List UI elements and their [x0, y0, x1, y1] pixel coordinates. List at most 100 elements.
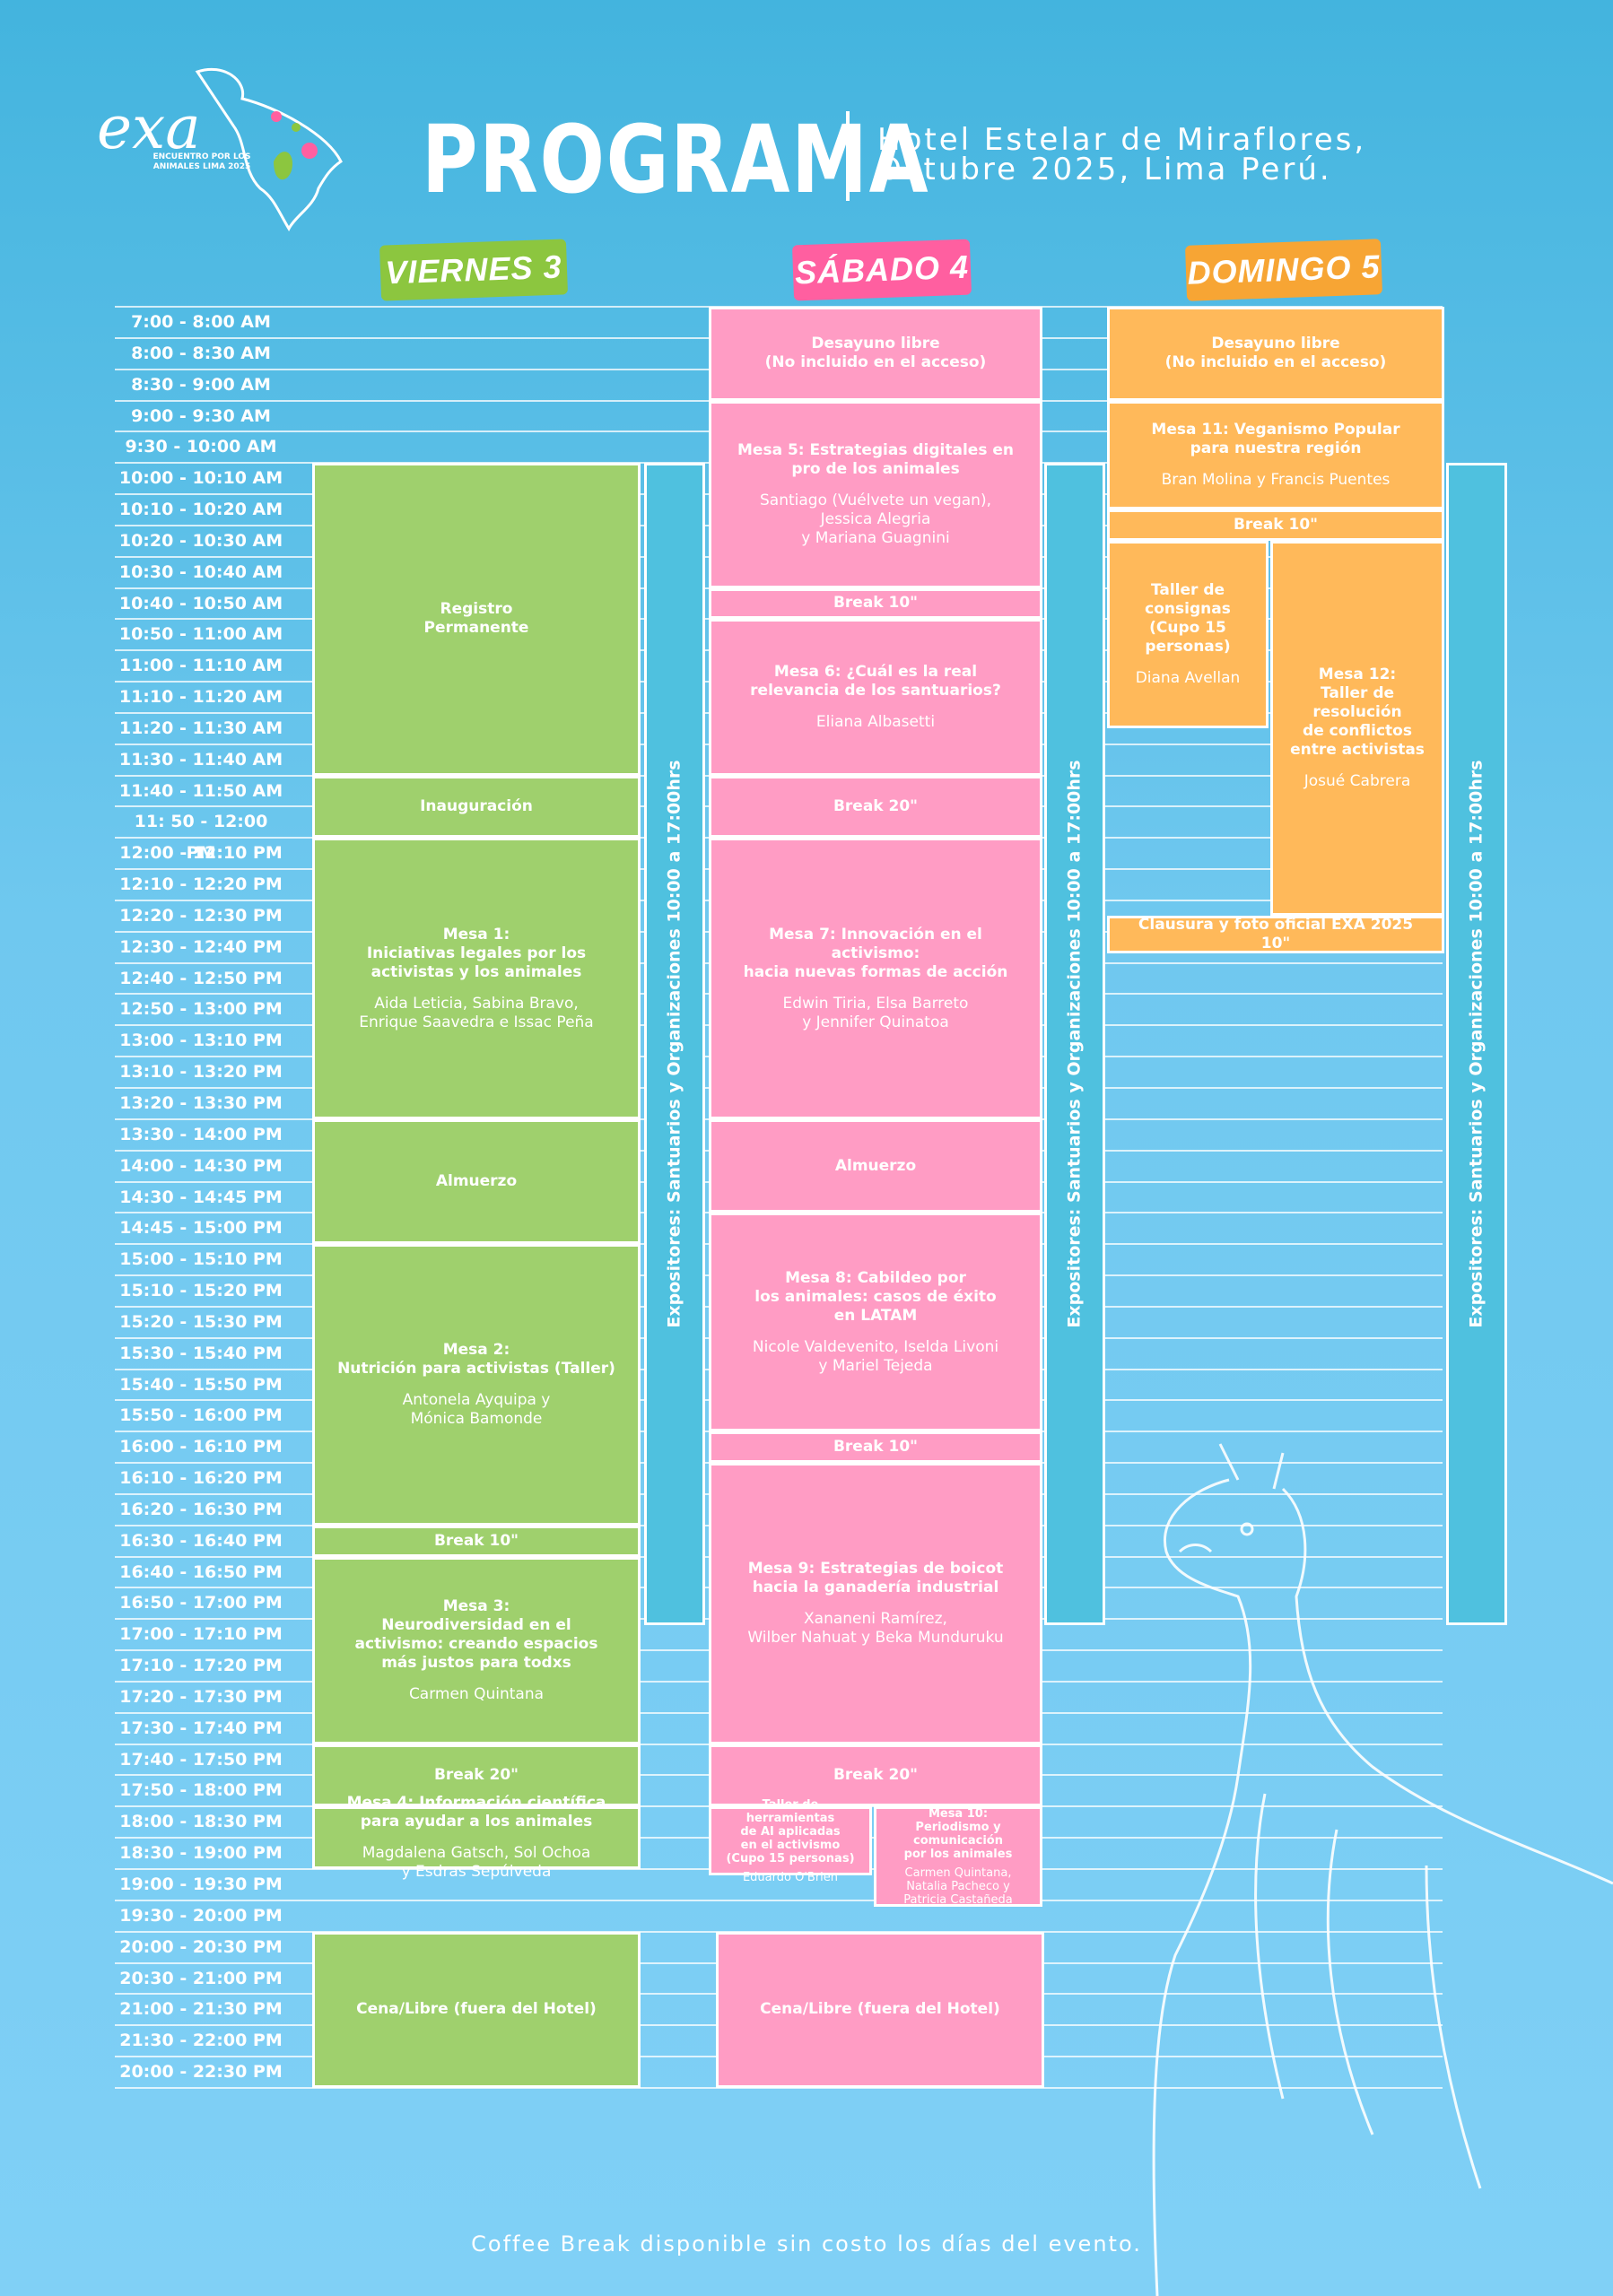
saturday-session-block: Almuerzo [709, 1118, 1042, 1213]
session-title: Taller de consignas (Cupo 15 personas) [1145, 581, 1231, 657]
time-slot-label: 13:30 - 14:00 PM [119, 1124, 283, 1144]
logo [90, 63, 350, 233]
day-tag-viernes: VIERNES 3 [379, 239, 569, 301]
session-title: Desayuno libre (No incluido en el acceso… [1164, 335, 1387, 372]
saturday-session-block: Break 10" [709, 1431, 1042, 1464]
time-slot-label: 16:30 - 16:40 PM [119, 1530, 283, 1551]
time-slot-label: 12:00 - 12:10 PM [119, 843, 283, 864]
session-speakers: Antonela Ayquipa y Mónica Bamonde [402, 1390, 551, 1428]
exhibitors-label: Expositores: Santuarios y Organizaciones… [1065, 760, 1086, 1328]
time-slot-label: 10:10 - 10:20 AM [118, 500, 283, 520]
session-speakers: Carmen Quintana, Natalia Pacheco y Patri… [903, 1866, 1013, 1907]
session-speakers: Edwin Tiria, Elsa Barreto y Jennifer Qui… [782, 994, 969, 1031]
time-slot-label: 18:00 - 18:30 PM [119, 1812, 283, 1832]
footer-note: Coffee Break disponible sin costo los dí… [471, 2231, 1142, 2257]
time-slot-label: 9:30 - 10:00 AM [125, 437, 277, 457]
time-slot-label: 10:40 - 10:50 AM [118, 593, 283, 613]
session-speakers: Magdalena Gatsch, Sol Ochoa y Esdras Sep… [362, 1844, 591, 1882]
time-slot-label: 11:20 - 11:30 AM [118, 718, 283, 738]
session-speakers: Eduardo O'Brien [742, 1870, 839, 1884]
friday-session-block: Mesa 2: Nutrición para activistas (Talle… [312, 1244, 641, 1526]
sunday-session-block: Desayuno libre (No incluido en el acceso… [1107, 307, 1444, 401]
venue-line: Hotel Estelar de Miraflores, [877, 122, 1367, 158]
time-slot-label: 13:20 - 13:30 PM [119, 1093, 283, 1113]
session-title: Mesa 6: ¿Cuál es la real relevancia de l… [750, 662, 1001, 700]
time-slot-label: 9:00 - 9:30 AM [131, 405, 271, 426]
session-speakers: Santiago (Vuélvete un vegan), Jessica Al… [760, 491, 991, 547]
exhibitors-label: Expositores: Santuarios y Organizaciones… [665, 760, 685, 1328]
time-slot-label: 15:40 - 15:50 PM [119, 1374, 283, 1395]
time-slot-label: 15:00 - 15:10 PM [119, 1249, 283, 1270]
time-slot-label: 12:20 - 12:30 PM [119, 905, 283, 926]
session-title: Almuerzo [435, 1172, 518, 1190]
time-slot-label: 21:30 - 22:00 PM [119, 2031, 283, 2051]
session-title: Mesa 9: Estrategias de boicot hacia la g… [747, 1559, 1004, 1596]
session-title: Break 20" [833, 796, 919, 815]
saturday-session-block: Break 20" [709, 1744, 1042, 1807]
session-speakers: Eliana Albasetti [815, 712, 936, 731]
saturday-session-block: Mesa 9: Estrategias de boicot hacia la g… [709, 1463, 1042, 1744]
day-tag-sabado: SÁBADO 4 [791, 239, 972, 301]
session-title: Mesa 3: Neurodiversidad en el activismo:… [354, 1596, 598, 1672]
friday-session-block: Mesa 4: Información científica para ayud… [312, 1794, 641, 1881]
session-title: Cena/Libre (fuera del Hotel) [760, 2000, 1000, 2019]
header-divider [846, 111, 850, 201]
time-slot-label: 20:00 - 22:30 PM [119, 2062, 283, 2083]
time-slot-label: 20:00 - 20:30 PM [119, 1936, 283, 1957]
friday-session-block: Inauguración [312, 775, 641, 839]
friday-session-block: Cena/Libre (fuera del Hotel) [312, 1931, 641, 2088]
time-row-divider [115, 2086, 1443, 2089]
session-speakers: Aida Leticia, Sabina Bravo, Enrique Saav… [359, 994, 594, 1031]
session-title: Registro Permanente [423, 600, 529, 638]
sunday-session-block: Mesa 11: Veganismo Popular para nuestra … [1107, 400, 1444, 510]
session-title: Desayuno libre (No incluido en el acceso… [764, 335, 987, 372]
time-slot-label: 19:30 - 20:00 PM [119, 1905, 283, 1926]
session-title: Mesa 5: Estrategias digitales en pro de … [737, 440, 1014, 478]
time-slot-label: 12:30 - 12:40 PM [119, 936, 283, 957]
time-slot-label: 17:30 - 17:40 PM [119, 1718, 283, 1738]
session-title: Break 10" [433, 1531, 519, 1550]
session-speakers: Xananeni Ramírez, Wilber Nahuat y Beka M… [747, 1609, 1004, 1647]
time-slot-label: 21:00 - 21:30 PM [119, 1999, 283, 2020]
session-speakers: Nicole Valdevenito, Iselda Livoni y Mari… [752, 1337, 999, 1375]
session-title: Mesa 1: Iniciativas legales por los acti… [366, 925, 587, 981]
exhibitors-label: Expositores: Santuarios y Organizaciones… [1467, 760, 1487, 1328]
time-slot-label: 8:00 - 8:30 AM [131, 343, 271, 363]
time-slot-label: 12:10 - 12:20 PM [119, 874, 283, 895]
saturday-session-block: Mesa 7: Innovación en el activismo: haci… [709, 838, 1042, 1119]
alpaca-illustration-icon [1152, 1443, 1613, 2296]
session-title: Mesa 7: Innovación en el activismo: haci… [743, 925, 1008, 981]
saturday-session-block: Mesa 8: Cabildeo por los animales: casos… [709, 1213, 1042, 1432]
time-slot-label: 16:50 - 17:00 PM [119, 1593, 283, 1613]
time-slot-label: 16:00 - 16:10 PM [119, 1437, 283, 1457]
time-slot-label: 19:00 - 19:30 PM [119, 1874, 283, 1894]
time-slot-label: 10:00 - 10:10 AM [118, 468, 283, 489]
time-slot-label: 11:30 - 11:40 AM [118, 749, 283, 770]
time-slot-label: 15:10 - 15:20 PM [119, 1281, 283, 1301]
time-slot-label: 16:10 - 16:20 PM [119, 1468, 283, 1489]
time-slot-label: 11:00 - 11:10 AM [118, 656, 283, 676]
sunday-session-block: Break 10" [1107, 509, 1444, 542]
session-speakers: Bran Molina y Francis Puentes [1161, 470, 1391, 489]
exa-logo-icon [195, 67, 343, 232]
time-slot-label: 14:45 - 15:00 PM [119, 1218, 283, 1239]
time-slot-label: 12:50 - 13:00 PM [119, 999, 283, 1020]
time-slot-label: 8:30 - 9:00 AM [131, 374, 271, 395]
session-title: Mesa 10: Periodismo y comunicación por l… [903, 1806, 1013, 1861]
time-slot-label: 13:00 - 13:10 PM [119, 1031, 283, 1051]
saturday-session-block: Break 20" [709, 775, 1042, 839]
time-slot-label: 17:10 - 17:20 PM [119, 1656, 283, 1676]
exhibitors-bar-friday: Expositores: Santuarios y Organizaciones… [644, 463, 705, 1626]
saturday-session-block: Break 10" [709, 587, 1042, 620]
saturday-session-block: Taller de herramientas de AI aplicadas e… [709, 1798, 872, 1884]
session-title: Mesa 4: Información científica para ayud… [346, 1794, 606, 1831]
session-speakers: Diana Avellan [1135, 669, 1241, 688]
time-slot-label: 17:40 - 17:50 PM [119, 1749, 283, 1770]
page-title: PROGRAMA [422, 105, 930, 214]
header-subtitle: Hotel Estelar de Miraflores, Octubre 202… [877, 122, 1505, 185]
session-title: Clausura y foto oficial EXA 2025 10" [1138, 916, 1414, 953]
time-slot-label: 16:20 - 16:30 PM [119, 1499, 283, 1519]
logo-subtitle: ENCUENTRO POR LOS ANIMALES LIMA 2025 [153, 152, 251, 171]
session-title: Break 10" [1233, 516, 1319, 535]
exhibitors-bar-saturday: Expositores: Santuarios y Organizaciones… [1044, 463, 1105, 1626]
